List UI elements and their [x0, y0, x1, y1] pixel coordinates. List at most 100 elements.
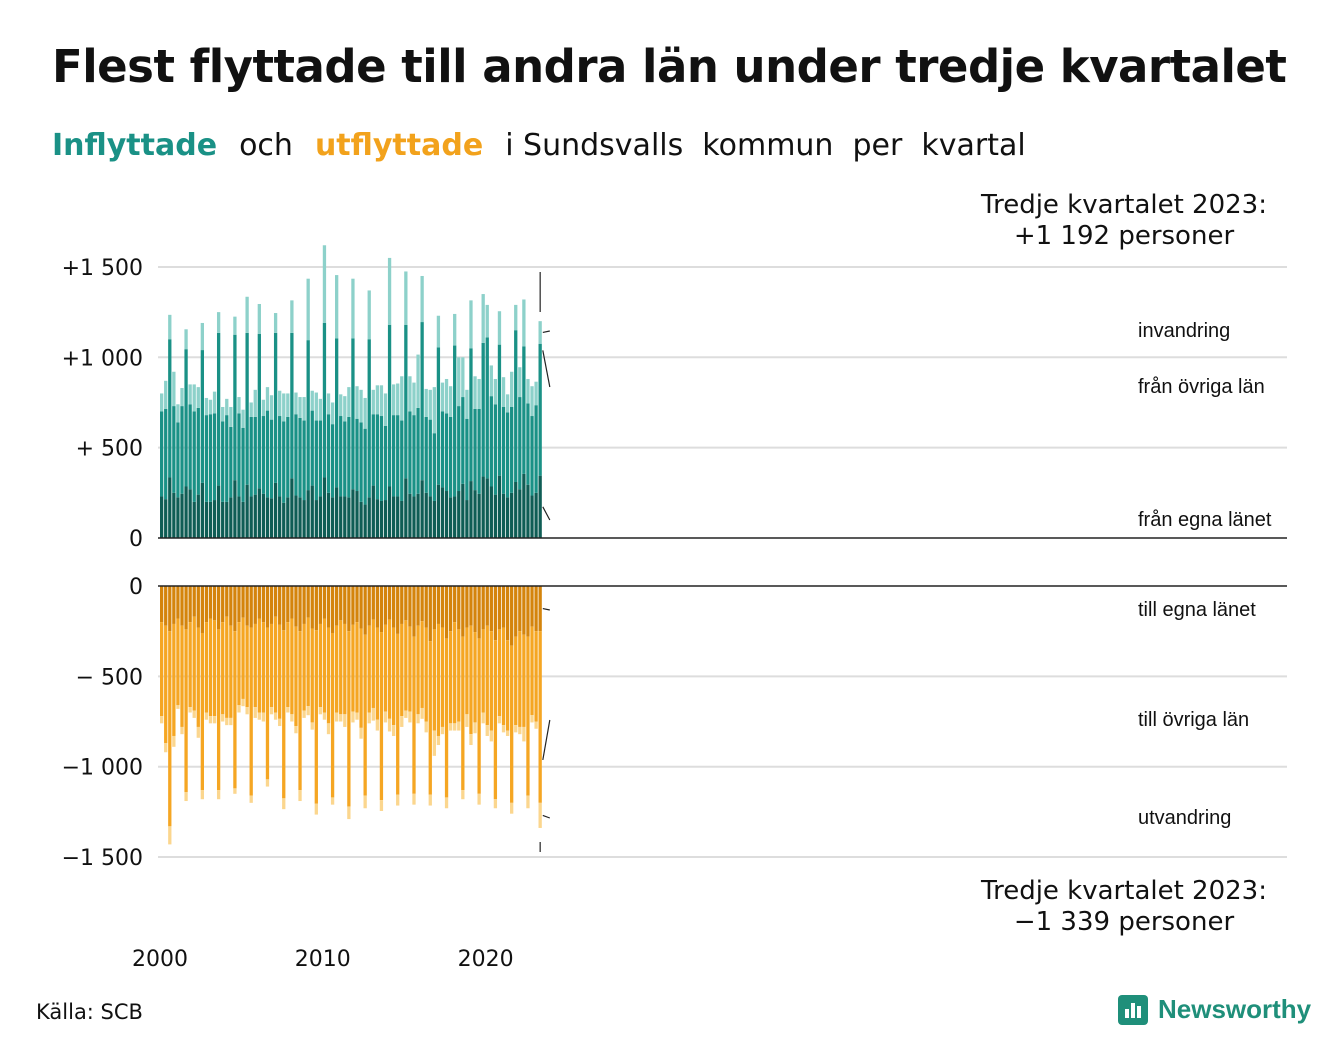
bar-top-2: [278, 390, 282, 417]
bar-bottom-0: [221, 586, 225, 623]
bar-bottom-0: [200, 586, 204, 633]
series-label-bottom: till övriga län: [1138, 709, 1249, 731]
bar-bottom-1: [253, 623, 257, 708]
bar-bottom-1: [335, 625, 339, 713]
bar-top-0: [343, 496, 347, 538]
bar-bottom-1: [241, 617, 245, 699]
bar-bottom-0: [347, 586, 351, 632]
bar-bottom-0: [363, 586, 367, 635]
subtitle-och: och: [239, 128, 293, 163]
bar-top-2: [501, 377, 506, 407]
bar-top-2: [436, 315, 441, 348]
bar-bottom-2: [204, 712, 209, 720]
bar-bottom-2: [420, 707, 424, 719]
brand-name: Newsworthy: [1158, 994, 1312, 1024]
bar-top-1: [208, 414, 213, 502]
bar-bottom-0: [444, 586, 449, 639]
bar-top-2: [448, 386, 453, 417]
bar-bottom-0: [489, 586, 493, 632]
bar-top-2: [363, 397, 367, 429]
annotation-top-line2: +1 192 personer: [1014, 221, 1235, 251]
bar-top-0: [522, 473, 526, 538]
bar-top-0: [298, 497, 302, 538]
bar-bottom-0: [457, 586, 461, 630]
bar-bottom-0: [505, 586, 510, 641]
bar-bottom-1: [249, 627, 253, 796]
bar-top-1: [216, 332, 221, 486]
bar-top-1: [477, 408, 481, 494]
bar-bottom-1: [294, 626, 298, 727]
bar-bottom-2: [497, 716, 502, 724]
bar-bottom-0: [530, 586, 534, 627]
bar-top-1: [339, 416, 343, 497]
bar-bottom-0: [514, 586, 518, 637]
bar-top-1: [351, 338, 355, 490]
bar-bottom-2: [261, 712, 266, 722]
bar-top-1: [416, 407, 420, 494]
bar-top-0: [383, 500, 388, 538]
bar-top-0: [241, 501, 245, 538]
bar-bottom-2: [184, 791, 188, 802]
bar-bottom-0: [375, 586, 380, 628]
bar-bottom-1: [514, 636, 518, 726]
bar-bottom-0: [453, 586, 457, 623]
bar-bottom-1: [387, 619, 392, 719]
bar-bottom-1: [221, 622, 225, 715]
bar-top-1: [188, 404, 192, 490]
bar-top-2: [371, 389, 375, 415]
bar-bottom-1: [225, 616, 229, 718]
bar-top-1: [200, 350, 204, 483]
bar-top-1: [396, 415, 400, 497]
bar-top-1: [176, 422, 180, 498]
bar-bottom-2: [514, 725, 518, 733]
bar-top-2: [310, 390, 314, 411]
bar-bottom-2: [444, 797, 449, 809]
bar-top-2: [408, 376, 412, 412]
bar-bottom-2: [453, 723, 457, 731]
annotation-top-line1: Tredje kvartalet 2023:: [980, 190, 1267, 220]
bar-top-1: [318, 420, 323, 497]
bar-top-2: [208, 399, 213, 415]
bar-top-1: [322, 322, 327, 478]
bar-top-1: [412, 415, 416, 497]
bar-bottom-1: [278, 624, 282, 719]
newsworthy-logo-icon: [1118, 994, 1148, 1025]
bar-bottom-2: [298, 790, 302, 802]
bar-top-0: [253, 494, 257, 538]
bar-top-1: [335, 338, 339, 488]
bar-bottom-1: [180, 625, 184, 727]
bar-top-0: [249, 496, 253, 538]
bar-top-0: [396, 496, 400, 538]
bar-bottom-1: [269, 623, 274, 708]
bar-bottom-1: [310, 628, 314, 723]
bar-top-0: [493, 494, 498, 538]
bar-top-0: [261, 493, 266, 538]
bar-top-0: [208, 501, 213, 538]
bar-top-1: [241, 427, 245, 502]
bar-bottom-2: [432, 730, 436, 756]
bar-bottom-2: [457, 721, 461, 731]
bar-top-1: [514, 330, 518, 482]
bar-top-1: [196, 407, 200, 495]
bar-top-2: [180, 388, 184, 407]
bar-bottom-2: [436, 735, 441, 746]
bar-top-1: [367, 339, 371, 498]
bar-bottom-2: [469, 734, 473, 746]
bar-bottom-0: [501, 586, 506, 628]
bar-top-2: [237, 397, 241, 414]
bar-bottom-2: [249, 795, 253, 803]
bar-bottom-2: [282, 798, 286, 810]
bar-top-0: [477, 493, 481, 538]
bar-bottom-1: [347, 631, 351, 807]
bar-top-2: [510, 371, 514, 407]
bar-top-0: [225, 501, 229, 538]
bar-bottom-0: [257, 586, 261, 619]
bar-top-1: [363, 428, 367, 505]
bar-top-2: [453, 313, 457, 346]
bar-bottom-2: [359, 727, 363, 739]
bar-bottom-1: [501, 627, 506, 726]
series-label-top: från övriga län: [1138, 376, 1265, 398]
bar-top-2: [282, 393, 286, 422]
bar-bottom-0: [518, 586, 522, 632]
bar-top-1: [184, 349, 188, 487]
